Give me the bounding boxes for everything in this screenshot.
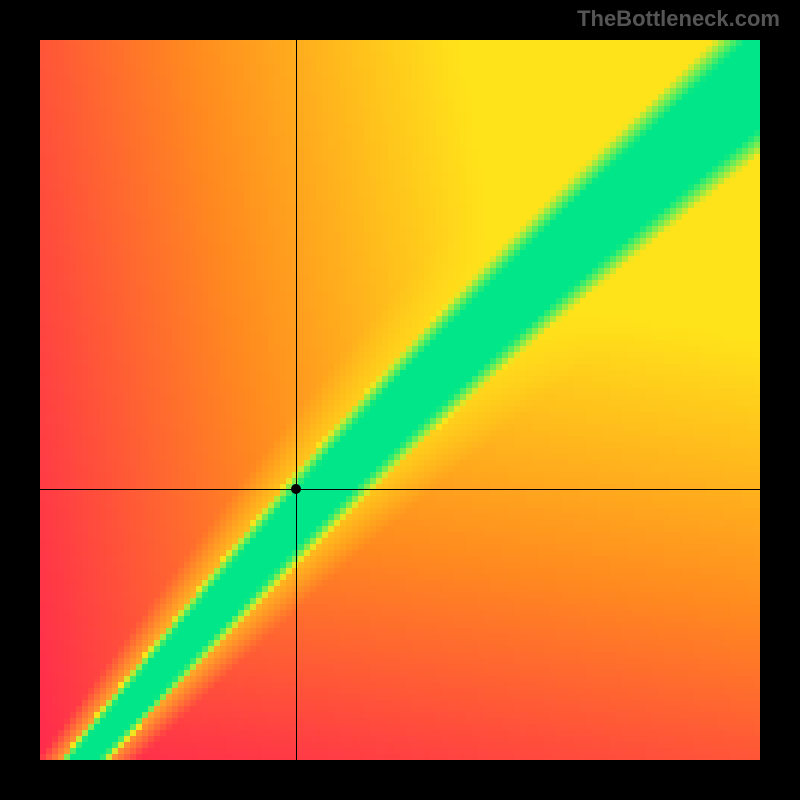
- heatmap-plot: [40, 40, 760, 760]
- heatmap-canvas: [40, 40, 760, 760]
- data-point-marker: [291, 484, 301, 494]
- watermark-text: TheBottleneck.com: [577, 6, 780, 32]
- crosshair-horizontal: [40, 489, 760, 490]
- crosshair-vertical: [296, 40, 297, 760]
